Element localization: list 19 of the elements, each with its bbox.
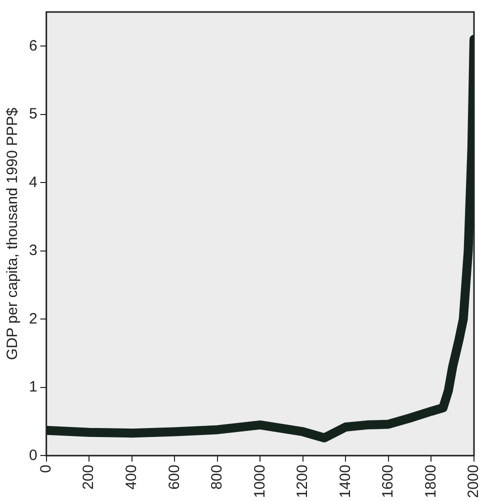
y-axis-title: GDP per capita, thousand 1990 PPP$ (4, 106, 22, 360)
x-tick-label: 1000 (251, 464, 268, 498)
y-tick-label: 3 (29, 242, 38, 260)
x-tick-label: 200 (80, 464, 98, 490)
x-tick-label: 400 (123, 464, 140, 490)
x-tick-label: 800 (208, 464, 226, 490)
y-tick-label: 4 (29, 174, 38, 191)
x-tick-label: 1800 (422, 464, 440, 498)
x-tick-label: 0 (37, 464, 54, 473)
x-tick-label: 1400 (336, 464, 354, 498)
y-tick-label: 5 (29, 106, 38, 123)
y-tick-label: 2 (29, 310, 38, 328)
y-tick-label: 1 (29, 378, 38, 396)
x-tick-label: 1200 (294, 464, 312, 498)
y-tick-label: 6 (29, 37, 38, 54)
x-tick-label: 1600 (380, 464, 397, 498)
x-tick-label: 600 (166, 464, 183, 490)
x-tick-label: 2000 (465, 464, 482, 498)
y-tick-label: 0 (29, 446, 38, 464)
